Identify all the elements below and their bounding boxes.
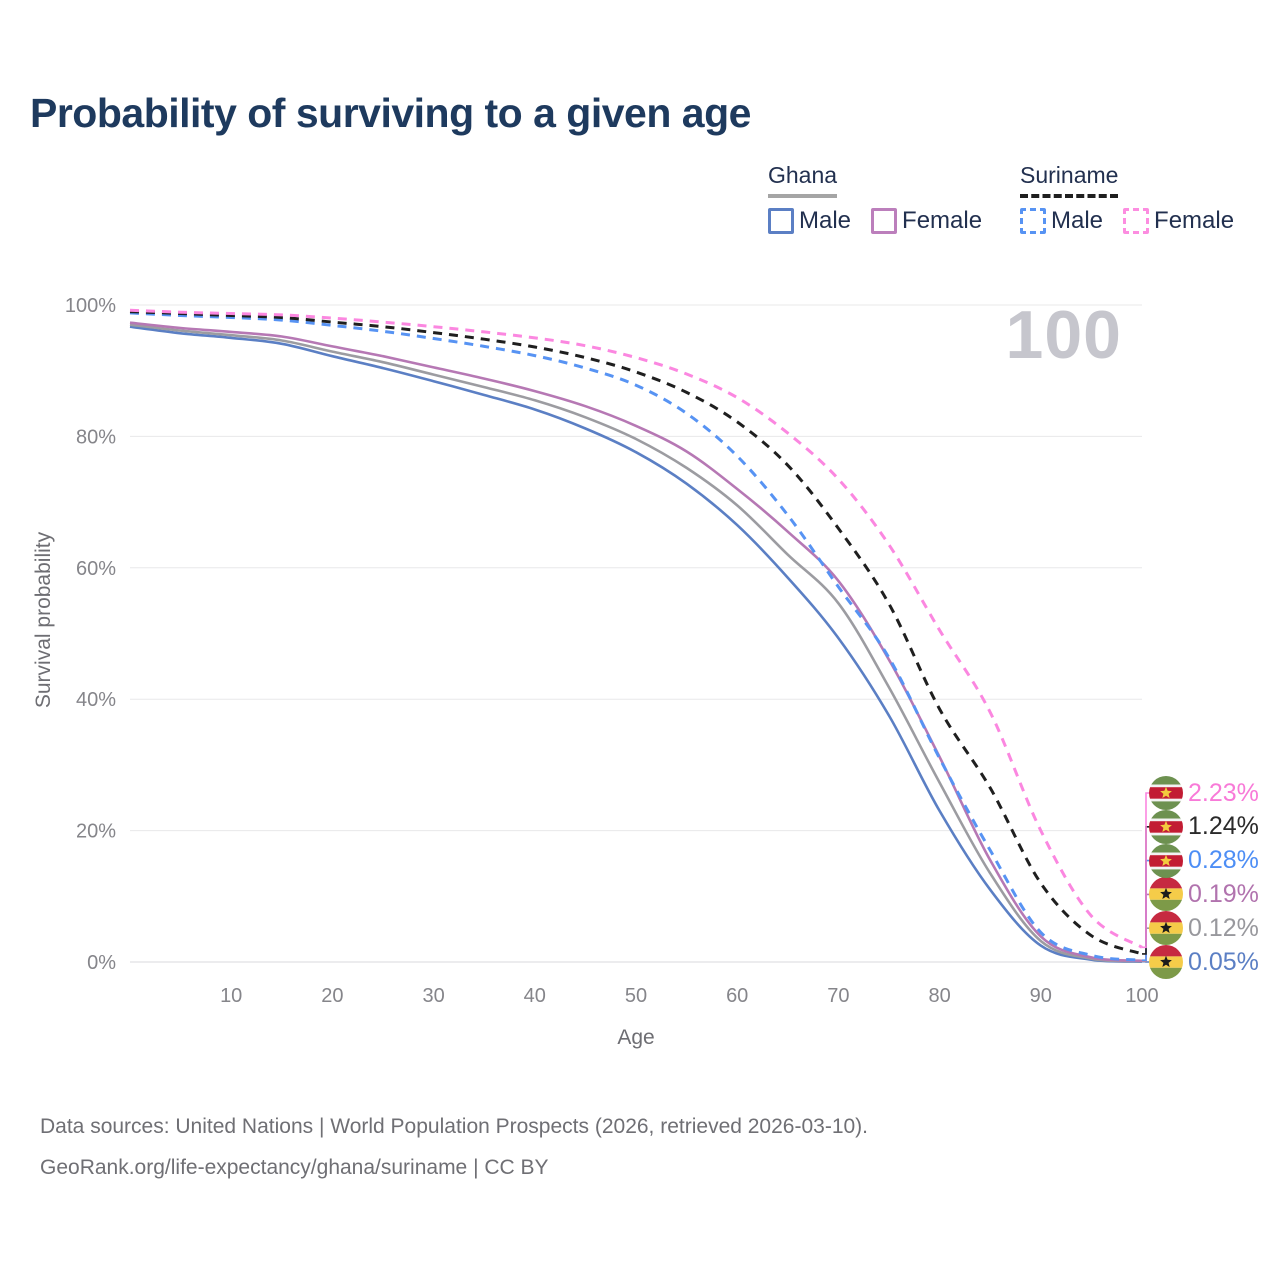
- x-tick-label-10: 10: [220, 985, 242, 1007]
- ghana-female-swatch-icon: [871, 208, 898, 234]
- x-tick-label-50: 50: [625, 985, 647, 1007]
- curve-ghana: [129, 323, 1143, 963]
- endpoint-value: 0.19%: [1188, 879, 1259, 908]
- legend-suriname-male-label: Male: [1051, 207, 1104, 234]
- suriname-female-swatch-icon: [1123, 208, 1150, 234]
- y-tick-label-80: 80%: [76, 426, 116, 448]
- legend-suriname-female-label: Female: [1154, 207, 1235, 234]
- y-tick-label-20: 20%: [76, 821, 116, 843]
- x-tick-label-20: 20: [321, 985, 343, 1007]
- endpoint-label-row: 0.12%: [1149, 911, 1259, 946]
- suriname-male-swatch-icon: [1020, 208, 1046, 234]
- endpoint-label-row: 0.28%: [1149, 843, 1259, 878]
- legend-ghana-male-label: Male: [799, 207, 852, 234]
- legend-suriname-header[interactable]: Suriname: [1020, 162, 1119, 198]
- y-axis-title: Survival probability: [32, 531, 55, 709]
- endpoint-value: 1.24%: [1188, 812, 1259, 841]
- endpoint-label-row: 1.24%: [1149, 809, 1259, 844]
- source-line-1: Data sources: United Nations | World Pop…: [40, 1115, 869, 1138]
- x-tick-label-40: 40: [524, 985, 546, 1007]
- y-tick-label-100: 100%: [65, 295, 116, 317]
- ghana-flag-icon: [1149, 877, 1183, 912]
- ghana-male-swatch-icon: [768, 208, 794, 234]
- suriname-flag-icon: [1149, 809, 1183, 844]
- x-tick-label-30: 30: [422, 985, 444, 1007]
- y-tick-label-40: 40%: [76, 689, 116, 711]
- y-tick-label-0: 0%: [87, 952, 116, 974]
- x-tick-label-80: 80: [928, 985, 950, 1007]
- current-age-watermark: 100: [1005, 297, 1122, 373]
- curve-suriname: [129, 310, 1143, 956]
- x-tick-label-90: 90: [1030, 985, 1052, 1007]
- curve-ghana-female: [129, 321, 1143, 963]
- curve-suriname-female: [129, 308, 1143, 949]
- endpoint-value: 2.23%: [1188, 778, 1259, 807]
- legend-suriname-male[interactable]: Male: [1020, 207, 1103, 235]
- source-line-2: GeoRank.org/life-expectancy/ghana/surina…: [40, 1156, 549, 1179]
- x-tick-label-60: 60: [726, 985, 748, 1007]
- x-tick-label-70: 70: [827, 985, 849, 1007]
- x-axis-title: Age: [617, 1026, 655, 1049]
- legend-suriname-female[interactable]: Female: [1123, 207, 1234, 235]
- suriname-flag-icon: [1149, 776, 1183, 810]
- legend-ghana-female-label: Female: [902, 207, 983, 234]
- x-tick-label-100: 100: [1125, 985, 1158, 1007]
- source-attribution: Data sources: United Nations | World Pop…: [40, 1106, 868, 1188]
- endpoint-value: 0.05%: [1188, 947, 1259, 976]
- endpoint-label-row: 0.05%: [1149, 945, 1259, 979]
- legend-ghana-female[interactable]: Female: [871, 207, 982, 235]
- endpoint-connector-suriname-female: [1142, 792, 1151, 949]
- endpoint-label-row: 0.19%: [1149, 877, 1259, 912]
- endpoint-value: 0.28%: [1188, 846, 1259, 875]
- suriname-flag-icon: [1149, 843, 1183, 878]
- legend-group-suriname: Suriname Male Female: [1020, 162, 1234, 235]
- curve-ghana-male: [129, 325, 1143, 963]
- ghana-flag-icon: [1149, 945, 1183, 979]
- ghana-flag-icon: [1149, 911, 1183, 946]
- legend-ghana-male[interactable]: Male: [768, 207, 851, 235]
- curve-suriname-male: [129, 311, 1143, 962]
- endpoint-label-row: 2.23%: [1149, 776, 1259, 810]
- endpoint-value: 0.12%: [1188, 913, 1259, 942]
- page-title: Probability of surviving to a given age: [30, 90, 751, 136]
- legend-ghana-header[interactable]: Ghana: [768, 162, 838, 198]
- y-tick-label-60: 60%: [76, 558, 116, 580]
- legend-group-ghana: Ghana Male Female: [768, 162, 982, 235]
